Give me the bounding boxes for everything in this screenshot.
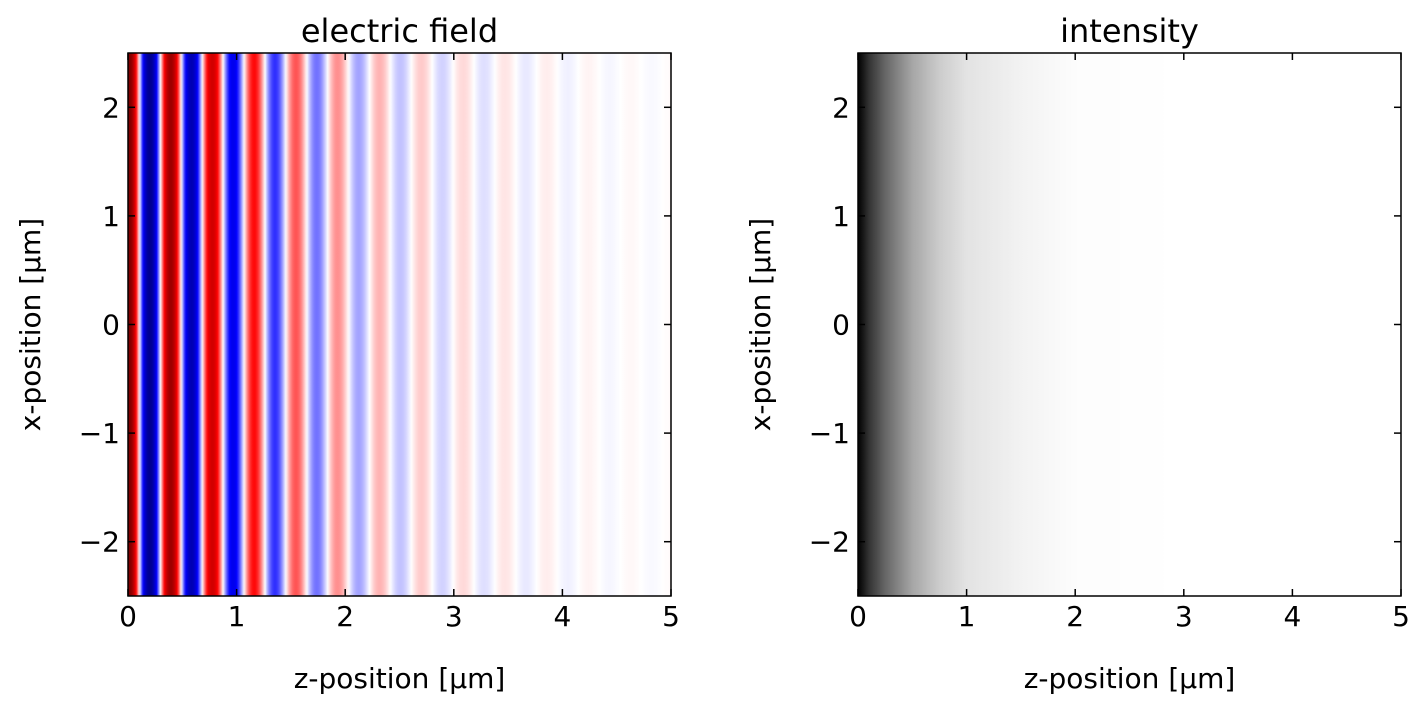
intensity-y-tick-label: 2 — [832, 91, 850, 124]
electric-field-y-tick-label: 2 — [102, 91, 120, 124]
electric-field-y-tick-label: −2 — [79, 526, 120, 559]
intensity-x-tick-label: 4 — [1283, 600, 1301, 633]
electric-field-y-tick-label: −1 — [79, 417, 120, 450]
electric-field-x-tick-label: 0 — [119, 600, 137, 633]
electric-field-x-tick-label: 4 — [553, 600, 571, 633]
intensity-heatmap — [858, 53, 1401, 596]
electric-field-y-axis-label: x-position [µm] — [14, 218, 47, 431]
intensity-x-tick-label: 1 — [958, 600, 976, 633]
electric-field-x-tick-label: 3 — [445, 600, 463, 633]
intensity-ticks: 0 1 2 3 4 5 −2 −1 0 1 2 — [809, 53, 1410, 633]
electric-field-title: electric field — [301, 12, 498, 50]
intensity-title: intensity — [1060, 12, 1199, 50]
intensity-y-tick-label: −1 — [809, 417, 850, 450]
intensity-y-tick-label: 1 — [832, 200, 850, 233]
electric-field-ticks: 0 1 2 3 4 5 −2 −1 0 1 2 — [79, 53, 680, 633]
electric-field-x-tick-label: 5 — [662, 600, 680, 633]
intensity-y-axis-label: x-position [µm] — [744, 218, 777, 431]
intensity-panel: intensity z-position [µm] x-position [µm… — [744, 12, 1410, 695]
electric-field-y-tick-label: 0 — [102, 309, 120, 342]
electric-field-panel: electric field z-position [µm] x-positio… — [14, 12, 680, 695]
electric-field-x-axis-label: z-position [µm] — [294, 662, 506, 695]
intensity-y-tick-label: 0 — [832, 309, 850, 342]
electric-field-x-tick-label: 2 — [336, 600, 354, 633]
electric-field-heatmap — [128, 53, 671, 596]
electric-field-y-tick-label: 1 — [102, 200, 120, 233]
intensity-x-tick-label: 3 — [1175, 600, 1193, 633]
intensity-x-tick-label: 2 — [1066, 600, 1084, 633]
intensity-y-tick-label: −2 — [809, 526, 850, 559]
intensity-x-axis-label: z-position [µm] — [1024, 662, 1236, 695]
intensity-x-tick-label: 0 — [849, 600, 867, 633]
intensity-x-tick-label: 5 — [1392, 600, 1410, 633]
electric-field-x-tick-label: 1 — [228, 600, 246, 633]
